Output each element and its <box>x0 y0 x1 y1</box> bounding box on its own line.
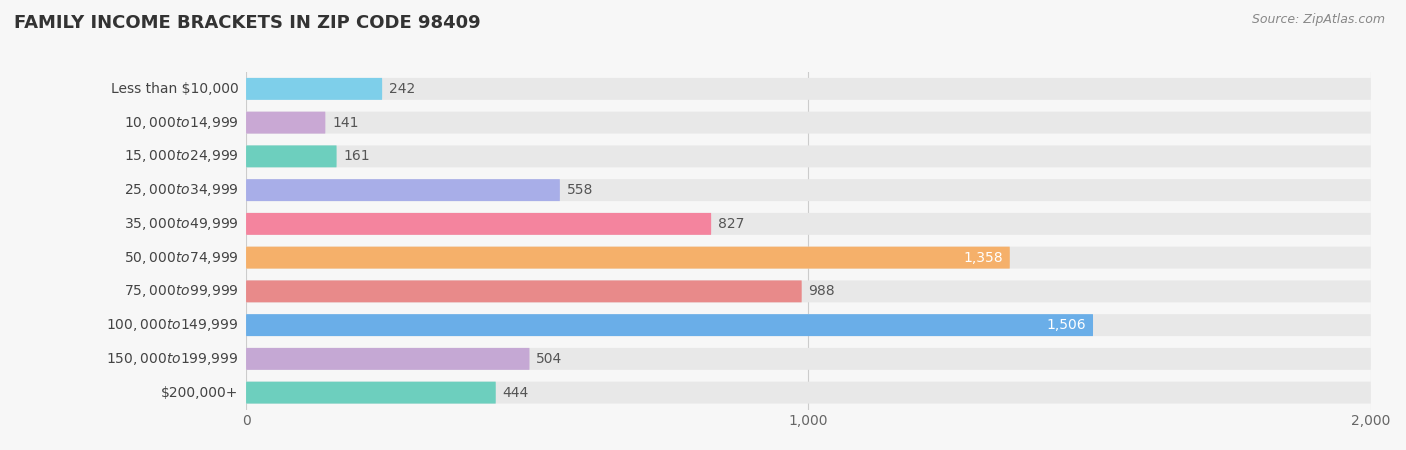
Text: 504: 504 <box>536 352 562 366</box>
FancyBboxPatch shape <box>246 179 1371 201</box>
FancyBboxPatch shape <box>246 213 1371 235</box>
Text: Less than $10,000: Less than $10,000 <box>111 82 239 96</box>
FancyBboxPatch shape <box>246 179 560 201</box>
FancyBboxPatch shape <box>246 280 1371 302</box>
Text: $35,000 to $49,999: $35,000 to $49,999 <box>124 216 239 232</box>
Text: 1,506: 1,506 <box>1046 318 1087 332</box>
FancyBboxPatch shape <box>246 348 1371 370</box>
FancyBboxPatch shape <box>246 145 1371 167</box>
FancyBboxPatch shape <box>246 314 1092 336</box>
FancyBboxPatch shape <box>246 78 1371 100</box>
FancyBboxPatch shape <box>246 78 382 100</box>
FancyBboxPatch shape <box>246 145 336 167</box>
Text: 988: 988 <box>808 284 835 298</box>
Text: 161: 161 <box>343 149 370 163</box>
FancyBboxPatch shape <box>246 280 801 302</box>
FancyBboxPatch shape <box>246 247 1010 269</box>
FancyBboxPatch shape <box>246 348 530 370</box>
FancyBboxPatch shape <box>246 112 1371 134</box>
FancyBboxPatch shape <box>246 247 1371 269</box>
FancyBboxPatch shape <box>246 382 1371 404</box>
FancyBboxPatch shape <box>246 213 711 235</box>
Text: $100,000 to $149,999: $100,000 to $149,999 <box>107 317 239 333</box>
Text: FAMILY INCOME BRACKETS IN ZIP CODE 98409: FAMILY INCOME BRACKETS IN ZIP CODE 98409 <box>14 14 481 32</box>
Text: 444: 444 <box>502 386 529 400</box>
Text: 1,358: 1,358 <box>963 251 1002 265</box>
Text: 558: 558 <box>567 183 593 197</box>
Text: $10,000 to $14,999: $10,000 to $14,999 <box>124 115 239 130</box>
Text: $50,000 to $74,999: $50,000 to $74,999 <box>124 250 239 266</box>
Text: 141: 141 <box>332 116 359 130</box>
Text: 242: 242 <box>389 82 415 96</box>
FancyBboxPatch shape <box>246 314 1371 336</box>
FancyBboxPatch shape <box>246 112 325 134</box>
Text: $15,000 to $24,999: $15,000 to $24,999 <box>124 148 239 164</box>
Text: $200,000+: $200,000+ <box>162 386 239 400</box>
Text: Source: ZipAtlas.com: Source: ZipAtlas.com <box>1251 14 1385 27</box>
FancyBboxPatch shape <box>246 382 496 404</box>
Text: $150,000 to $199,999: $150,000 to $199,999 <box>107 351 239 367</box>
Text: 827: 827 <box>718 217 744 231</box>
Text: $75,000 to $99,999: $75,000 to $99,999 <box>124 284 239 299</box>
Text: $25,000 to $34,999: $25,000 to $34,999 <box>124 182 239 198</box>
